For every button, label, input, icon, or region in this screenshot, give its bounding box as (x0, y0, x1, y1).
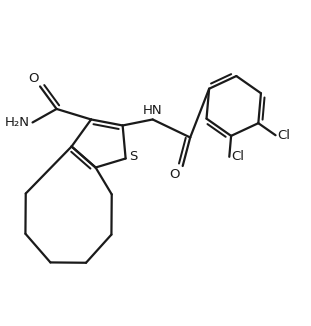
Text: H₂N: H₂N (5, 116, 30, 129)
Text: O: O (28, 72, 39, 85)
Text: O: O (169, 168, 180, 181)
Text: Cl: Cl (277, 129, 290, 142)
Text: S: S (129, 151, 137, 164)
Text: HN: HN (143, 104, 162, 117)
Text: Cl: Cl (231, 150, 244, 163)
